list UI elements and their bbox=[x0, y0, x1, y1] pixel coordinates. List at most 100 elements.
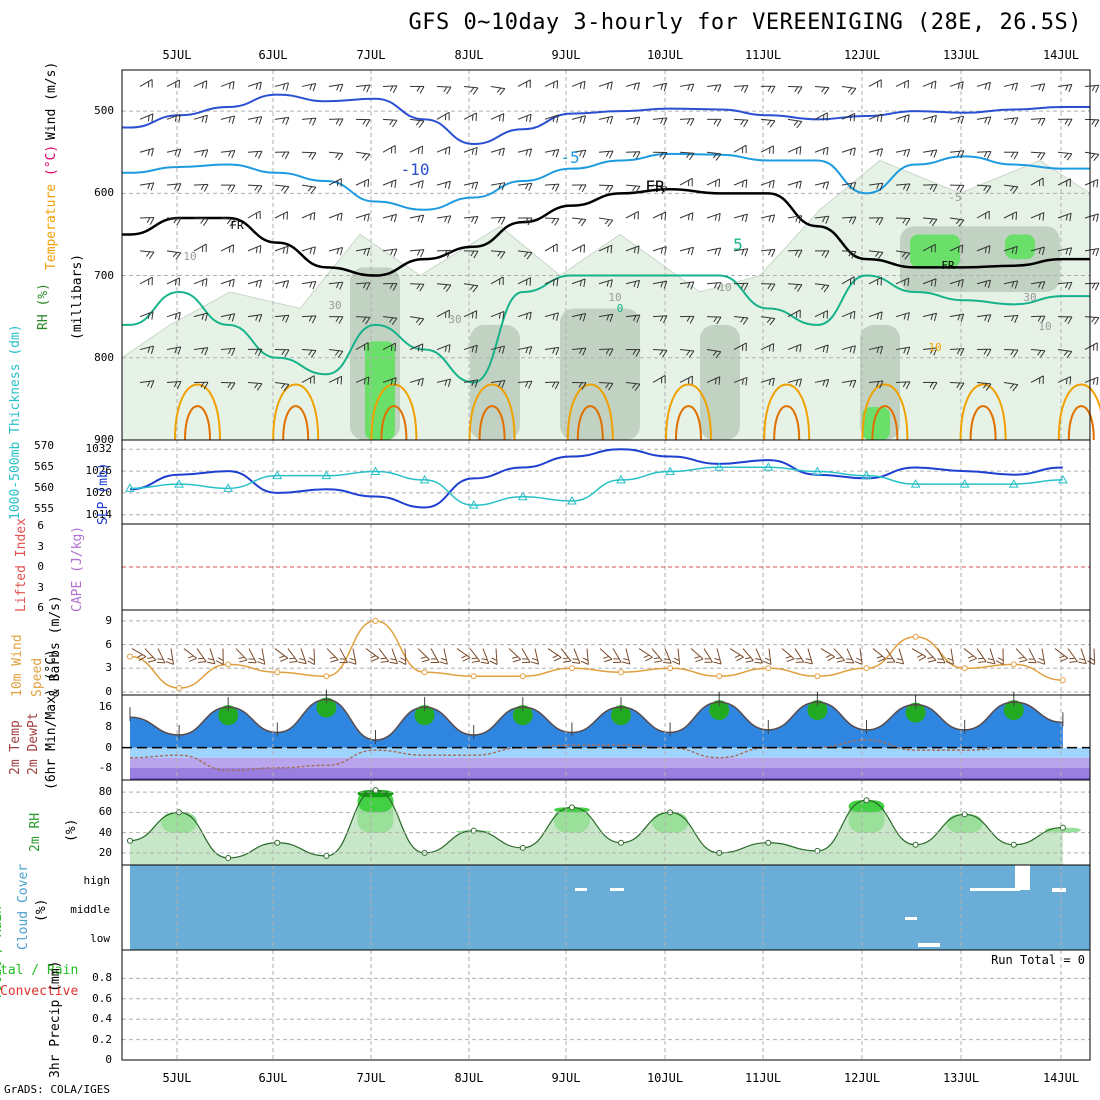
upper-wind-barb-feather bbox=[390, 378, 393, 385]
upper-wind-barb-shaft bbox=[274, 280, 289, 285]
surface-wind-barb-shaft bbox=[599, 648, 613, 660]
surface-wind-barb-feather bbox=[398, 660, 407, 665]
cloud-unit-label-part: (%) bbox=[34, 898, 49, 922]
upper-wind-barb-feather bbox=[390, 181, 393, 188]
upper-wind-barb-feather bbox=[394, 377, 397, 386]
upper-wind-barb-shaft bbox=[1084, 316, 1100, 319]
surface-wind-barb bbox=[1028, 648, 1037, 664]
upper-wind-barb-shaft bbox=[301, 211, 315, 219]
contour-label: 10 bbox=[928, 341, 941, 354]
upper-wind-barb-shaft bbox=[139, 380, 154, 383]
surface-wind-barb-feather bbox=[1078, 661, 1087, 665]
upper-wind-barb-feather bbox=[771, 249, 776, 258]
upper-wind-barb-feather bbox=[1095, 85, 1100, 93]
surface-wind-barb-feather bbox=[1058, 655, 1065, 659]
upper-wind-barb bbox=[733, 84, 749, 93]
surface-wind-barb-feather bbox=[370, 655, 376, 659]
surface-wind-barb bbox=[326, 648, 339, 663]
upper-wind-barb-feather bbox=[767, 120, 772, 126]
contour-label: 0 bbox=[617, 302, 624, 315]
upper-wind-barb-feather bbox=[581, 184, 587, 193]
upper-wind-barb-feather bbox=[879, 182, 884, 191]
upper-wind-barb-shaft bbox=[598, 244, 612, 252]
upper-wind-barb bbox=[247, 313, 263, 323]
upper-wind-barb-feather bbox=[552, 150, 556, 156]
upper-wind-barb-feather bbox=[961, 279, 964, 288]
rh2m-marker bbox=[323, 852, 330, 859]
upper-wind-barb bbox=[1003, 314, 1019, 323]
upper-wind-barb bbox=[355, 178, 370, 188]
upper-wind-barb bbox=[518, 217, 533, 226]
surface-wind-barb bbox=[763, 648, 772, 665]
surface-wind-barb-feather bbox=[995, 660, 1004, 665]
surface-wind-barb-feather bbox=[389, 661, 398, 665]
upper-wind-barb bbox=[490, 182, 506, 191]
upper-wind-barb-feather bbox=[363, 378, 366, 385]
upper-wind-barb-feather bbox=[796, 121, 803, 129]
isotherm-warmer bbox=[773, 405, 801, 441]
surface-wind-barb-feather bbox=[694, 655, 701, 659]
temp-tick-label: 8 bbox=[105, 720, 112, 734]
upper-wind-barb-shaft bbox=[355, 316, 371, 318]
top-day-label: 8JUL bbox=[455, 48, 484, 62]
upper-wind-barb bbox=[490, 85, 506, 96]
upper-wind-barb-shaft bbox=[517, 277, 531, 285]
surface-wind-barb-feather bbox=[804, 661, 813, 665]
upper-wind-barb-shaft bbox=[895, 381, 911, 383]
upper-wind-barb bbox=[733, 213, 748, 223]
surface-wind-barb-feather bbox=[390, 658, 397, 661]
upper-wind-barb bbox=[166, 217, 182, 226]
upper-wind-barb-shaft bbox=[463, 112, 477, 120]
upper-wind-barb bbox=[923, 381, 938, 390]
upper-wind-barb bbox=[490, 310, 505, 320]
upper-wind-barb-shaft bbox=[166, 79, 180, 87]
surface-wind-barb-shaft bbox=[534, 648, 540, 665]
bottom-day-label: 9JUL bbox=[552, 1071, 581, 1085]
surface-wind-barb-feather bbox=[736, 656, 744, 662]
upper-wind-barb bbox=[328, 83, 344, 92]
upper-wind-barb-feather bbox=[691, 376, 693, 385]
upper-wind-barb-feather bbox=[1096, 213, 1099, 222]
upper-wind-barb bbox=[490, 216, 506, 225]
upper-wind-barb bbox=[787, 215, 803, 224]
top-day-label: 10JUL bbox=[647, 48, 683, 62]
upper-wind-barb-feather bbox=[311, 350, 317, 358]
upper-wind-barb-feather bbox=[312, 117, 317, 126]
wind-speed-marker bbox=[323, 673, 330, 680]
upper-wind-barb-feather bbox=[799, 146, 802, 155]
surface-wind-barb-feather bbox=[330, 659, 339, 663]
upper-wind-barb-feather bbox=[255, 314, 259, 321]
upper-wind-barb-feather bbox=[259, 82, 262, 91]
upper-wind-barb bbox=[1084, 151, 1100, 162]
upper-wind-barb-shaft bbox=[652, 315, 668, 318]
wind-speed-marker bbox=[225, 661, 232, 668]
rh2m-marker bbox=[568, 804, 575, 811]
surface-wind-barb-shaft bbox=[690, 648, 704, 660]
rh-tick-label: 20 bbox=[98, 845, 112, 859]
upper-wind-barb-feather bbox=[877, 279, 879, 286]
surface-wind-barb-feather bbox=[380, 660, 389, 663]
upper-wind-barb bbox=[868, 79, 882, 88]
upper-wind-barb-shaft bbox=[382, 377, 397, 383]
upper-wind-barb-feather bbox=[876, 381, 880, 387]
upper-wind-barb-feather bbox=[393, 248, 398, 257]
surface-wind-barb-feather bbox=[439, 661, 448, 665]
top-day-label: 12JUL bbox=[844, 48, 880, 62]
upper-wind-barb-feather bbox=[880, 277, 882, 286]
surface-wind-barb-feather bbox=[198, 661, 207, 663]
upper-wind-barb bbox=[220, 313, 236, 322]
upper-wind-barb-feather bbox=[308, 152, 313, 158]
upper-wind-barb-feather bbox=[690, 83, 695, 92]
surface-wind-barb-shaft bbox=[469, 648, 481, 662]
surface-wind-barb-shaft bbox=[677, 648, 681, 665]
rh2m-area-dark bbox=[652, 812, 689, 833]
upper-wind-barb-feather bbox=[820, 284, 826, 290]
upper-wind-barb-feather bbox=[417, 215, 421, 222]
upper-wind-barb bbox=[598, 81, 613, 90]
upper-wind-barb bbox=[868, 148, 884, 157]
upper-wind-barb-feather bbox=[471, 182, 475, 189]
upper-wind-barb bbox=[301, 246, 316, 255]
surface-wind-barb-feather bbox=[339, 658, 346, 660]
upper-wind-barb-feather bbox=[853, 345, 856, 354]
